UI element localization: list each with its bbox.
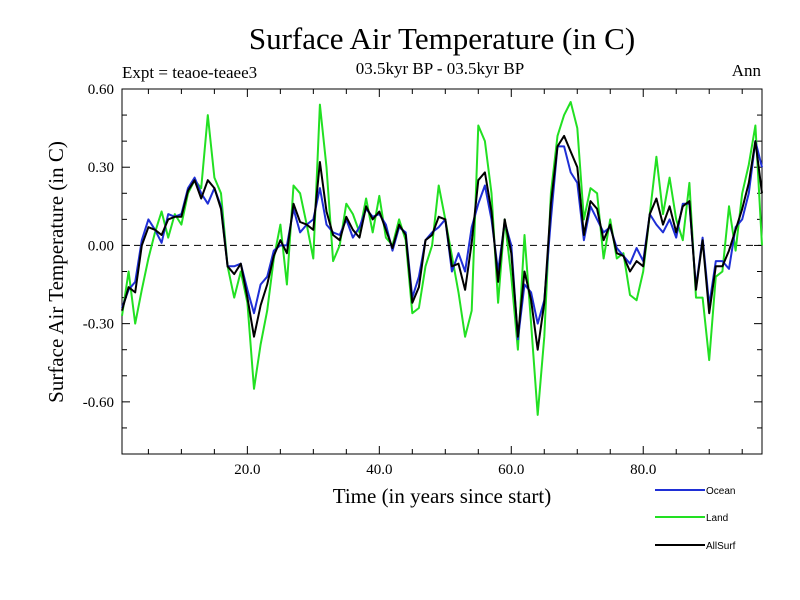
- legend: Ocean Land AllSurf: [655, 486, 736, 552]
- legend-label-allsurf: AllSurf: [706, 541, 736, 552]
- plot-frame: [121, 88, 763, 455]
- y-tick-label: -0.60: [83, 395, 114, 411]
- y-tick-label: 0.60: [88, 82, 114, 98]
- legend-label-ocean: Ocean: [706, 486, 735, 497]
- season-label: Ann: [732, 61, 762, 80]
- chart-title: Surface Air Temperature (in C): [249, 21, 635, 56]
- x-axis-ticks: [147, 89, 743, 454]
- y-tick-label: 0.30: [88, 160, 114, 176]
- legend-label-land: Land: [706, 513, 728, 524]
- x-tick-label: 20.0: [234, 462, 260, 478]
- series-line-ocean: [121, 140, 763, 341]
- plot-area: -0.60 -0.30 0.00 0.30 0.60 20.0 40.0 60.0 80.0: [83, 82, 763, 478]
- x-tick-label: 80.0: [630, 462, 656, 478]
- x-tick-label: 60.0: [498, 462, 524, 478]
- x-axis-tick-labels: 20.0 40.0 60.0 80.0: [234, 462, 656, 478]
- y-axis-ticks: [122, 88, 762, 455]
- y-axis-label: Surface Air Temperature (in C): [44, 141, 68, 403]
- x-tick-label: 40.0: [366, 462, 392, 478]
- chart-subtitle: 03.5kyr BP - 03.5kyr BP: [356, 59, 524, 78]
- x-axis-label: Time (in years since start): [333, 484, 552, 508]
- y-tick-label: -0.30: [83, 317, 114, 333]
- experiment-label: Expt = teaoe-teaee3: [122, 63, 257, 82]
- series-line-land: [121, 101, 763, 416]
- y-axis-tick-labels: -0.60 -0.30 0.00 0.30 0.60: [83, 82, 114, 411]
- series-line-allsurf: [121, 134, 763, 351]
- y-tick-label: 0.00: [88, 238, 114, 254]
- series-lines: [121, 101, 763, 416]
